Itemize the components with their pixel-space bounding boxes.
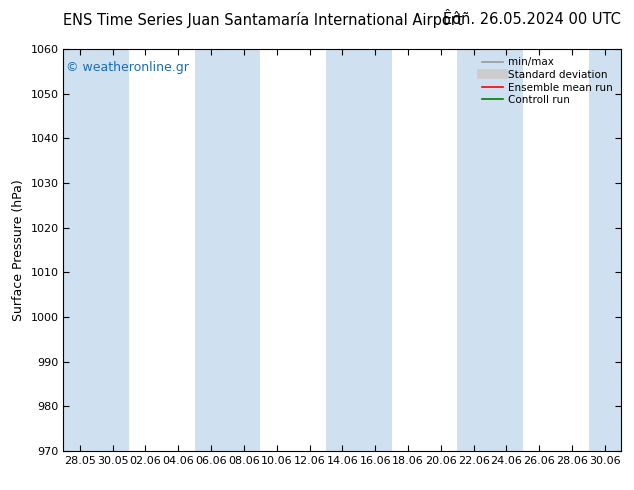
Text: Êôñ. 26.05.2024 00 UTC: Êôñ. 26.05.2024 00 UTC <box>443 12 621 27</box>
Bar <box>63 49 129 451</box>
Bar <box>326 49 392 451</box>
Text: © weatheronline.gr: © weatheronline.gr <box>66 61 189 74</box>
Y-axis label: Surface Pressure (hPa): Surface Pressure (hPa) <box>12 179 25 321</box>
Bar <box>588 49 621 451</box>
Bar <box>457 49 523 451</box>
Bar <box>195 49 261 451</box>
Text: ENS Time Series Juan Santamaría International Airport: ENS Time Series Juan Santamaría Internat… <box>63 12 463 28</box>
Legend: min/max, Standard deviation, Ensemble mean run, Controll run: min/max, Standard deviation, Ensemble me… <box>479 54 616 108</box>
